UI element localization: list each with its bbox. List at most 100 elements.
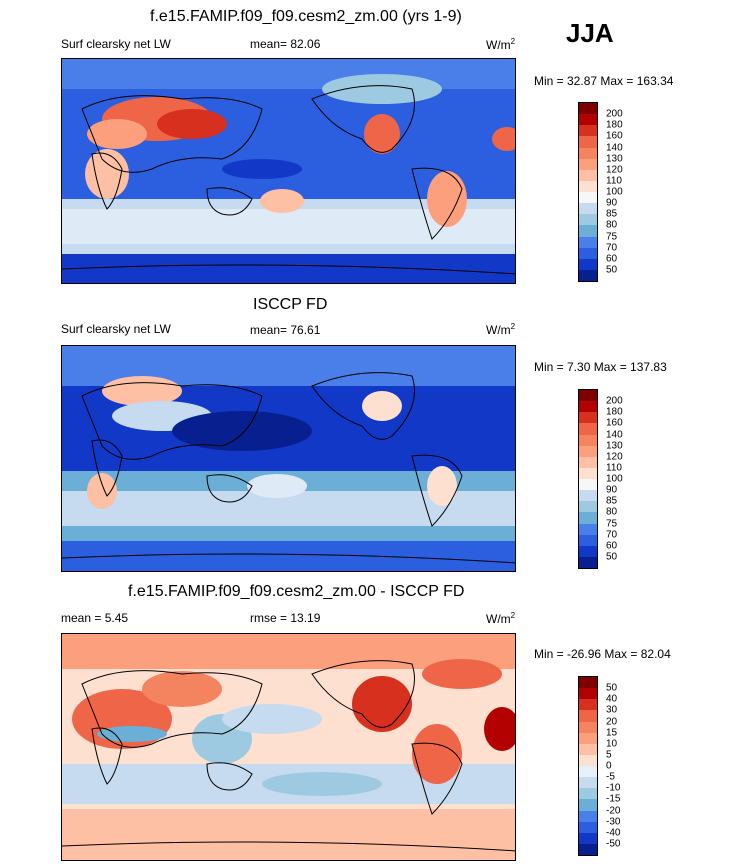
colorbar-segment (579, 390, 597, 402)
colorbar-label: 20 (606, 716, 618, 727)
panel1-colorbar (578, 102, 598, 282)
panel3-colorbar (578, 676, 598, 856)
colorbar-segment (579, 180, 597, 192)
colorbar-label: 60 (606, 253, 618, 265)
colorbar-segment (579, 445, 597, 457)
colorbar-segment (579, 766, 597, 778)
colorbar-segment (579, 114, 597, 126)
panel1-map-svg (62, 59, 515, 283)
panel2-units: W/m2 (486, 322, 516, 337)
panel1-minmax: Min = 32.87 Max = 163.34 (534, 74, 674, 88)
colorbar-label: 200 (606, 395, 623, 407)
colorbar-label: 90 (606, 484, 618, 496)
colorbar-label: 140 (606, 429, 623, 440)
colorbar-segment (579, 512, 597, 524)
colorbar-label: 120 (606, 451, 623, 463)
colorbar-segment (579, 236, 597, 248)
panel2-map-svg (62, 346, 515, 571)
panel2-map (61, 345, 516, 572)
colorbar-segment (579, 456, 597, 468)
colorbar-label: 60 (606, 540, 618, 552)
panel2-title: ISCCP FD (253, 296, 328, 313)
colorbar-label: -10 (606, 782, 621, 794)
colorbar-segment (579, 214, 597, 226)
colorbar-label: 70 (606, 242, 618, 254)
colorbar-label: 75 (606, 518, 618, 529)
colorbar-segment (579, 788, 597, 800)
colorbar-segment (579, 412, 597, 424)
colorbar-segment (579, 225, 597, 237)
panel3-minmax: Min = -26.96 Max = 82.04 (534, 647, 671, 661)
colorbar-label: 15 (606, 727, 618, 739)
colorbar-segment (579, 125, 597, 137)
colorbar-label: 100 (606, 473, 623, 485)
colorbar-label: 10 (606, 738, 618, 750)
colorbar-label: 30 (606, 704, 618, 716)
colorbar-label: 110 (606, 462, 622, 474)
panel3-map-svg (62, 634, 515, 860)
colorbar-label: 0 (606, 760, 612, 772)
panel2-mean: mean= 76.61 (250, 323, 321, 337)
colorbar-label: 80 (606, 506, 618, 518)
colorbar-label: 160 (606, 417, 623, 429)
colorbar-segment (579, 467, 597, 479)
colorbar-segment (579, 843, 597, 855)
colorbar-segment (579, 103, 597, 115)
colorbar-segment (579, 821, 597, 833)
colorbar-segment (579, 501, 597, 513)
colorbar-segment (579, 710, 597, 722)
colorbar-label: 180 (606, 119, 623, 131)
panel3-title: f.e15.FAMIP.f09_f09.cesm2_zm.00 - ISCCP … (128, 583, 465, 600)
colorbar-label: -50 (606, 838, 621, 850)
colorbar-label: 50 (606, 264, 618, 276)
colorbar-label: 40 (606, 693, 618, 705)
colorbar-label: 85 (606, 208, 618, 220)
colorbar-label: 70 (606, 529, 618, 541)
colorbar-label: 50 (606, 682, 618, 694)
colorbar-label: 130 (606, 153, 623, 165)
colorbar-segment (579, 158, 597, 170)
panel1-units: W/m2 (486, 37, 516, 52)
colorbar-segment (579, 258, 597, 270)
colorbar-label: 85 (606, 495, 618, 507)
colorbar-label: 75 (606, 231, 618, 242)
colorbar-label: 90 (606, 197, 618, 209)
colorbar-label: 200 (606, 108, 623, 120)
colorbar-label: 180 (606, 406, 623, 418)
colorbar-segment (579, 147, 597, 159)
colorbar-label: 130 (606, 440, 623, 452)
panel1-mean: mean= 82.06 (250, 37, 321, 51)
panel1-variable: Surf clearsky net LW (61, 37, 171, 51)
panel3-rmse: rmse = 13.19 (250, 611, 321, 625)
colorbar-segment (579, 434, 597, 446)
colorbar-segment (579, 545, 597, 557)
colorbar-segment (579, 743, 597, 755)
colorbar-segment (579, 269, 597, 281)
season-label: JJA (566, 18, 614, 48)
colorbar-segment (579, 810, 597, 822)
colorbar-label: -15 (606, 793, 621, 805)
colorbar-segment (579, 699, 597, 711)
colorbar-label: 80 (606, 219, 618, 231)
colorbar-segment (579, 677, 597, 689)
colorbar-label: -40 (606, 827, 621, 839)
panel1-map (61, 58, 516, 284)
panel2-variable: Surf clearsky net LW (61, 322, 171, 336)
colorbar-label: 110 (606, 175, 622, 187)
colorbar-segment (579, 192, 597, 204)
colorbar-label: 160 (606, 130, 623, 142)
colorbar-segment (579, 169, 597, 181)
panel3-units: W/m2 (486, 611, 516, 626)
colorbar-segment (579, 754, 597, 766)
colorbar-segment (579, 799, 597, 811)
panel3-map (61, 633, 516, 861)
colorbar-label: -5 (606, 771, 615, 783)
colorbar-label: -30 (606, 816, 621, 828)
colorbar-segment (579, 203, 597, 215)
colorbar-segment (579, 534, 597, 546)
colorbar-segment (579, 423, 597, 435)
colorbar-label: 140 (606, 142, 623, 153)
colorbar-label: 100 (606, 186, 623, 198)
colorbar-segment (579, 523, 597, 535)
colorbar-segment (579, 556, 597, 568)
